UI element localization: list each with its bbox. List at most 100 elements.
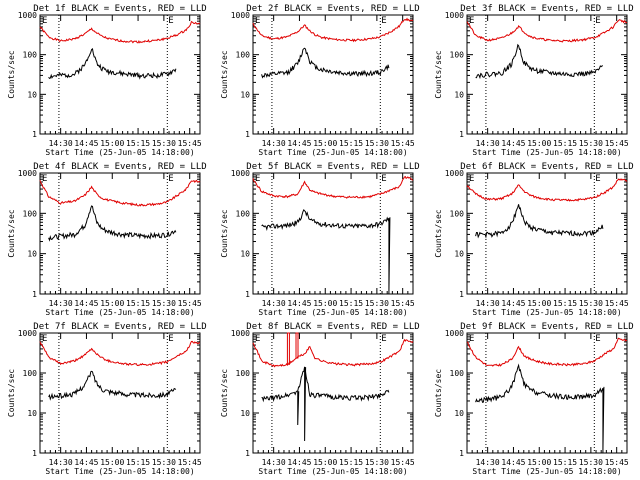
- marker-e-left: E: [469, 174, 474, 184]
- marker-e-left: E: [469, 334, 474, 344]
- marker-e-left: E: [42, 16, 47, 26]
- x-tick-label: 15:00: [313, 458, 337, 467]
- y-tick-label: 10: [27, 250, 37, 259]
- panel-det-6f: Det 6f BLACK = Events, RED = LLD 1 10 100 10…: [434, 162, 634, 317]
- y-tick-label: 1000: [231, 169, 250, 178]
- x-tick-label: 14:45: [287, 458, 311, 467]
- y-tick-label: 1000: [231, 11, 250, 20]
- x-tick-label: 15:30: [365, 458, 389, 467]
- x-tick-label: 15:45: [178, 458, 202, 467]
- x-axis-label: Start Time (25-Jun-05 14:18:00): [472, 308, 621, 317]
- panel-title: Det 9f BLACK = Events, RED = LLD: [460, 322, 633, 332]
- panel-det-2f: Det 2f BLACK = Events, RED = LLD 1 10 100 10…: [220, 4, 420, 157]
- x-tick-label: 15:15: [553, 458, 577, 467]
- y-tick-label: 1000: [445, 11, 464, 20]
- x-tick-label: 14:30: [49, 139, 73, 148]
- plot-frame: [39, 332, 201, 454]
- y-axis-label: Counts/sec: [220, 209, 229, 257]
- x-tick-label: 15:15: [339, 458, 363, 467]
- x-axis-label: Start Time (25-Jun-05 14:18:00): [258, 467, 407, 476]
- panel-det-8f: Det 8f BLACK = Events, RED = LLD 1 10 100 10…: [220, 322, 420, 476]
- y-tick-label: 1: [245, 290, 250, 299]
- panel-det-4f: Det 4f BLACK = Events, RED = LLD 1 10 100 10…: [7, 162, 207, 317]
- y-tick-label: 100: [236, 369, 251, 378]
- x-tick-label: 15:15: [553, 299, 577, 308]
- y-tick-label: 10: [454, 250, 464, 259]
- x-tick-label: 15:30: [579, 299, 603, 308]
- y-tick-label: 1000: [18, 169, 37, 178]
- y-tick-label: 1: [32, 449, 37, 458]
- y-tick-label: 100: [450, 369, 465, 378]
- y-tick-label: 1: [459, 449, 464, 458]
- x-tick-label: 14:30: [262, 458, 286, 467]
- x-tick-label: 15:45: [605, 458, 629, 467]
- lld-spike: [295, 332, 299, 359]
- x-tick-label: 15:00: [100, 299, 124, 308]
- y-tick-label: 1: [32, 290, 37, 299]
- events-series-line: [475, 43, 603, 80]
- lld-series-line: [39, 340, 201, 367]
- y-tick-label: 1000: [18, 329, 37, 338]
- marker-e-right: E: [595, 334, 600, 344]
- y-tick-label: 100: [236, 209, 251, 218]
- x-axis-label: Start Time (25-Jun-05 14:18:00): [472, 467, 621, 476]
- plot-frame: [39, 172, 201, 295]
- events-dropout: [388, 217, 391, 295]
- x-tick-label: 15:00: [100, 458, 124, 467]
- y-axis-label: Counts/sec: [220, 50, 229, 98]
- x-tick-label: 15:00: [527, 458, 551, 467]
- y-tick-label: 1000: [445, 329, 464, 338]
- events-dropout: [297, 391, 300, 426]
- plot-frame: [466, 14, 628, 135]
- panel-det-5f: Det 5f BLACK = Events, RED = LLD 1 10 100 10…: [220, 162, 420, 317]
- panel-title: Det 7f BLACK = Events, RED = LLD: [33, 322, 206, 332]
- x-tick-label: 15:00: [313, 299, 337, 308]
- x-tick-label: 15:45: [605, 299, 629, 308]
- lld-spike: [286, 332, 290, 365]
- y-tick-label: 10: [454, 90, 464, 99]
- x-tick-label: 15:00: [313, 139, 337, 148]
- x-tick-label: 15:30: [365, 299, 389, 308]
- y-tick-label: 1: [459, 130, 464, 139]
- x-axis-label: Start Time (25-Jun-05 14:18:00): [472, 148, 621, 157]
- y-tick-label: 10: [454, 409, 464, 418]
- plot-frame: [466, 172, 628, 295]
- panel-title: Det 5f BLACK = Events, RED = LLD: [246, 162, 419, 172]
- events-series-line: [261, 47, 390, 79]
- y-tick-label: 1000: [445, 169, 464, 178]
- panel-title: Det 8f BLACK = Events, RED = LLD: [246, 322, 419, 332]
- x-tick-label: 14:45: [287, 139, 311, 148]
- panel-det-7f: Det 7f BLACK = Events, RED = LLD 1 10 100 10…: [7, 322, 207, 476]
- x-axis-label: Start Time (25-Jun-05 14:18:00): [258, 308, 407, 317]
- y-tick-label: 1000: [18, 11, 37, 20]
- y-axis-label: Counts/sec: [220, 369, 229, 417]
- lld-series-line: [466, 19, 628, 43]
- panel-title: Det 6f BLACK = Events, RED = LLD: [460, 162, 633, 172]
- x-tick-label: 15:00: [100, 139, 124, 148]
- x-tick-label: 15:45: [391, 299, 415, 308]
- y-tick-label: 10: [27, 90, 37, 99]
- x-tick-label: 14:45: [74, 139, 98, 148]
- x-tick-label: 14:30: [476, 139, 500, 148]
- plot-frame: [252, 172, 414, 295]
- marker-e-right: E: [595, 16, 600, 26]
- marker-e-right: E: [168, 334, 173, 344]
- x-tick-label: 15:30: [365, 139, 389, 148]
- events-dropout: [602, 386, 605, 454]
- y-tick-label: 100: [23, 209, 38, 218]
- y-tick-label: 10: [240, 250, 250, 259]
- x-tick-label: 15:45: [391, 458, 415, 467]
- panel-title: Det 4f BLACK = Events, RED = LLD: [33, 162, 206, 172]
- lld-series-line: [466, 337, 628, 367]
- plot-frame: [466, 332, 628, 454]
- lld-series-line: [39, 20, 201, 44]
- x-tick-label: 15:15: [126, 299, 150, 308]
- x-axis-label: Start Time (25-Jun-05 14:18:00): [45, 308, 194, 317]
- panel-det-3f: Det 3f BLACK = Events, RED = LLD 1 10 100 10…: [434, 4, 634, 157]
- marker-e-right: E: [381, 174, 386, 184]
- x-tick-label: 15:30: [152, 299, 176, 308]
- x-tick-label: 15:45: [391, 139, 415, 148]
- plot-frame: [252, 14, 414, 135]
- y-tick-label: 1: [32, 130, 37, 139]
